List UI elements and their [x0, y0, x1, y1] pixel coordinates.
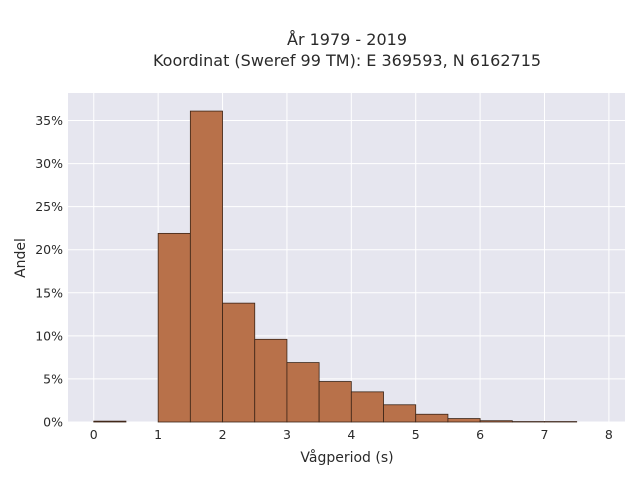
histogram-bar: [447, 418, 481, 423]
x-tick-label: 8: [605, 427, 613, 442]
y-tick-label: 20%: [35, 242, 63, 257]
y-tick-label: 15%: [35, 285, 63, 300]
y-tick-label: 35%: [35, 113, 63, 128]
chart-title-line-1: År 1979 - 2019: [287, 30, 407, 49]
x-tick-label: 5: [412, 427, 420, 442]
x-tick-label: 3: [283, 427, 291, 442]
histogram-bars: [93, 110, 578, 423]
histogram-bar: [286, 362, 320, 423]
y-tick-label: 30%: [35, 156, 63, 171]
y-tick-label: 0%: [43, 415, 63, 430]
x-axis-label: Vågperiod (s): [300, 449, 393, 466]
x-tick-label: 6: [476, 427, 484, 442]
x-tick-label: 7: [541, 427, 549, 442]
x-tick-label: 0: [90, 427, 98, 442]
histogram-bar: [383, 404, 417, 423]
histogram-bar: [254, 338, 288, 423]
plot-area: [68, 93, 625, 422]
y-tick-label: 10%: [35, 328, 63, 343]
histogram-bar: [157, 232, 191, 423]
x-tick-label: 4: [347, 427, 355, 442]
x-tick-label: 2: [219, 427, 227, 442]
y-axis-label: Andel: [13, 238, 29, 278]
histogram-bar: [415, 413, 449, 423]
histogram-bar: [479, 420, 513, 423]
y-tick-label: 25%: [35, 199, 63, 214]
x-axis-ticks: 0 1 2 3 4 5 6 7 8: [90, 427, 613, 442]
histogram-bar: [222, 302, 256, 423]
histogram-bar: [350, 391, 384, 423]
x-tick-label: 1: [154, 427, 162, 442]
histogram-bar: [189, 110, 223, 423]
y-tick-label: 5%: [43, 371, 63, 386]
histogram-bar: [318, 381, 352, 423]
chart-title-line-2: Koordinat (Sweref 99 TM): E 369593, N 61…: [153, 51, 541, 70]
y-axis-ticks: 0% 5% 10% 15% 20% 25% 30% 35%: [35, 113, 63, 429]
histogram-bar: [93, 420, 127, 423]
